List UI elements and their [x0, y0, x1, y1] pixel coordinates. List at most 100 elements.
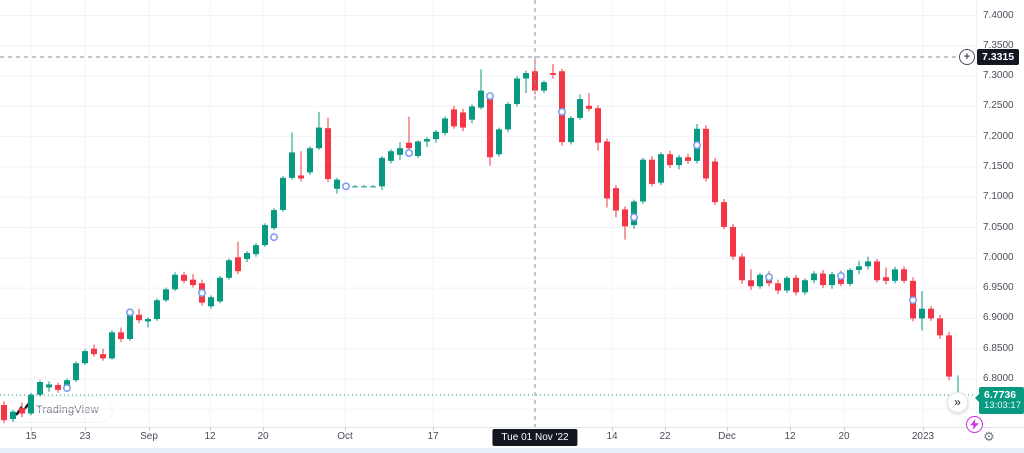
last-price-value: 6.7736 — [984, 389, 1017, 401]
candle-body — [748, 280, 754, 287]
scroll-to-realtime-button[interactable]: » — [947, 392, 968, 413]
crosshair-price-badge: 7.3315 — [977, 49, 1020, 65]
time-axis-label: 12 — [204, 431, 216, 442]
price-axis-label: 7.1000 — [983, 191, 1014, 203]
candle-body — [37, 382, 43, 395]
candle-body — [874, 261, 880, 281]
candle-body — [406, 142, 412, 149]
candle-body — [856, 266, 862, 270]
candle-body — [289, 152, 295, 178]
candle-body — [514, 78, 520, 104]
time-axis-tick — [433, 427, 434, 431]
candle-body — [118, 332, 124, 339]
candle-body — [667, 154, 673, 166]
candle-body — [820, 273, 826, 286]
candle-body — [424, 139, 430, 142]
candle-body — [244, 252, 250, 260]
time-axis-tick — [263, 427, 264, 431]
candle-body — [559, 71, 565, 143]
candle-body — [28, 394, 34, 414]
candle-body — [793, 277, 799, 293]
candle-body — [190, 279, 196, 286]
candle-body — [901, 269, 907, 281]
candle-body — [379, 157, 385, 187]
candle-body — [208, 297, 214, 307]
candle-body — [703, 128, 709, 179]
time-axis-label: 2023 — [911, 431, 935, 442]
crosshair-time-value: Tue 01 Nov '22 — [501, 432, 569, 443]
candle-body — [307, 148, 313, 173]
candle-body — [100, 354, 106, 359]
candle-body — [496, 129, 502, 155]
candle-body — [280, 177, 286, 210]
time-axis-tick — [844, 427, 845, 431]
candle-body — [370, 186, 376, 188]
candle-body — [172, 274, 178, 290]
event-marker-icon — [836, 271, 845, 280]
candle-body — [658, 154, 664, 183]
event-marker-icon — [908, 296, 917, 305]
candle-body — [226, 260, 232, 278]
price-axis-label: 6.9500 — [983, 282, 1014, 294]
candle-body — [82, 351, 88, 364]
candle-body — [136, 314, 142, 321]
candle-body — [253, 245, 259, 255]
candle-body — [55, 385, 61, 390]
price-axis-label: 7.2500 — [983, 100, 1014, 112]
candle-body — [388, 151, 394, 161]
last-price-badge: 6.7736 13:03:17 — [975, 387, 1024, 414]
candle-body — [928, 308, 934, 319]
candle-body — [154, 300, 160, 320]
boost-button[interactable] — [966, 416, 983, 433]
candle-body — [10, 411, 16, 419]
candle-body — [586, 105, 592, 109]
add-alert-plus-icon[interactable]: + — [959, 49, 975, 65]
settings-gear-icon[interactable]: ⚙ — [981, 430, 997, 446]
crosshair-price-value: 7.3315 — [982, 51, 1015, 63]
candle-body — [892, 269, 898, 281]
candle-body — [622, 209, 628, 227]
candle-body — [460, 112, 466, 128]
candle-body — [721, 202, 727, 227]
time-axis-tick — [612, 427, 613, 431]
price-axis-label: 7.0000 — [983, 251, 1014, 263]
candle-body — [352, 186, 358, 188]
candle-body — [685, 157, 691, 161]
candle-body — [397, 148, 403, 155]
candle-body — [676, 157, 682, 166]
candle-body — [523, 73, 529, 79]
time-axis-label: 12 — [784, 431, 796, 442]
plus-glyph: + — [963, 50, 971, 63]
price-axis-label: 7.1500 — [983, 160, 1014, 172]
double-chevron-right-icon: » — [954, 395, 961, 409]
event-marker-icon — [269, 233, 278, 242]
candle-body — [334, 179, 340, 189]
price-axis-label: 6.8000 — [983, 372, 1014, 384]
time-axis-tick — [210, 427, 211, 431]
time-axis-label: 20 — [838, 431, 850, 442]
candle-body — [883, 277, 889, 281]
event-marker-icon — [629, 213, 638, 222]
candle-body — [802, 280, 808, 293]
time-axis-label: 14 — [606, 431, 618, 442]
candle-body — [946, 335, 952, 377]
candle-body — [640, 159, 646, 202]
candle-body — [541, 82, 547, 91]
candle-body — [739, 256, 745, 281]
crosshair-time-badge: Tue 01 Nov '22 — [492, 429, 578, 446]
price-axis-separator — [976, 0, 977, 427]
candle-body — [757, 274, 763, 287]
price-axis-label: 7.2000 — [983, 130, 1014, 142]
candle-body — [730, 226, 736, 257]
event-marker-icon — [341, 182, 350, 191]
candle-body — [712, 161, 718, 203]
candle-body — [163, 289, 169, 301]
candle-body — [415, 141, 421, 157]
price-axis-label: 7.4000 — [983, 9, 1014, 21]
candle-body — [73, 363, 79, 381]
event-marker-icon — [764, 273, 773, 282]
candle-body — [316, 127, 322, 149]
time-axis-separator — [0, 427, 1024, 428]
candle-body — [361, 186, 367, 188]
